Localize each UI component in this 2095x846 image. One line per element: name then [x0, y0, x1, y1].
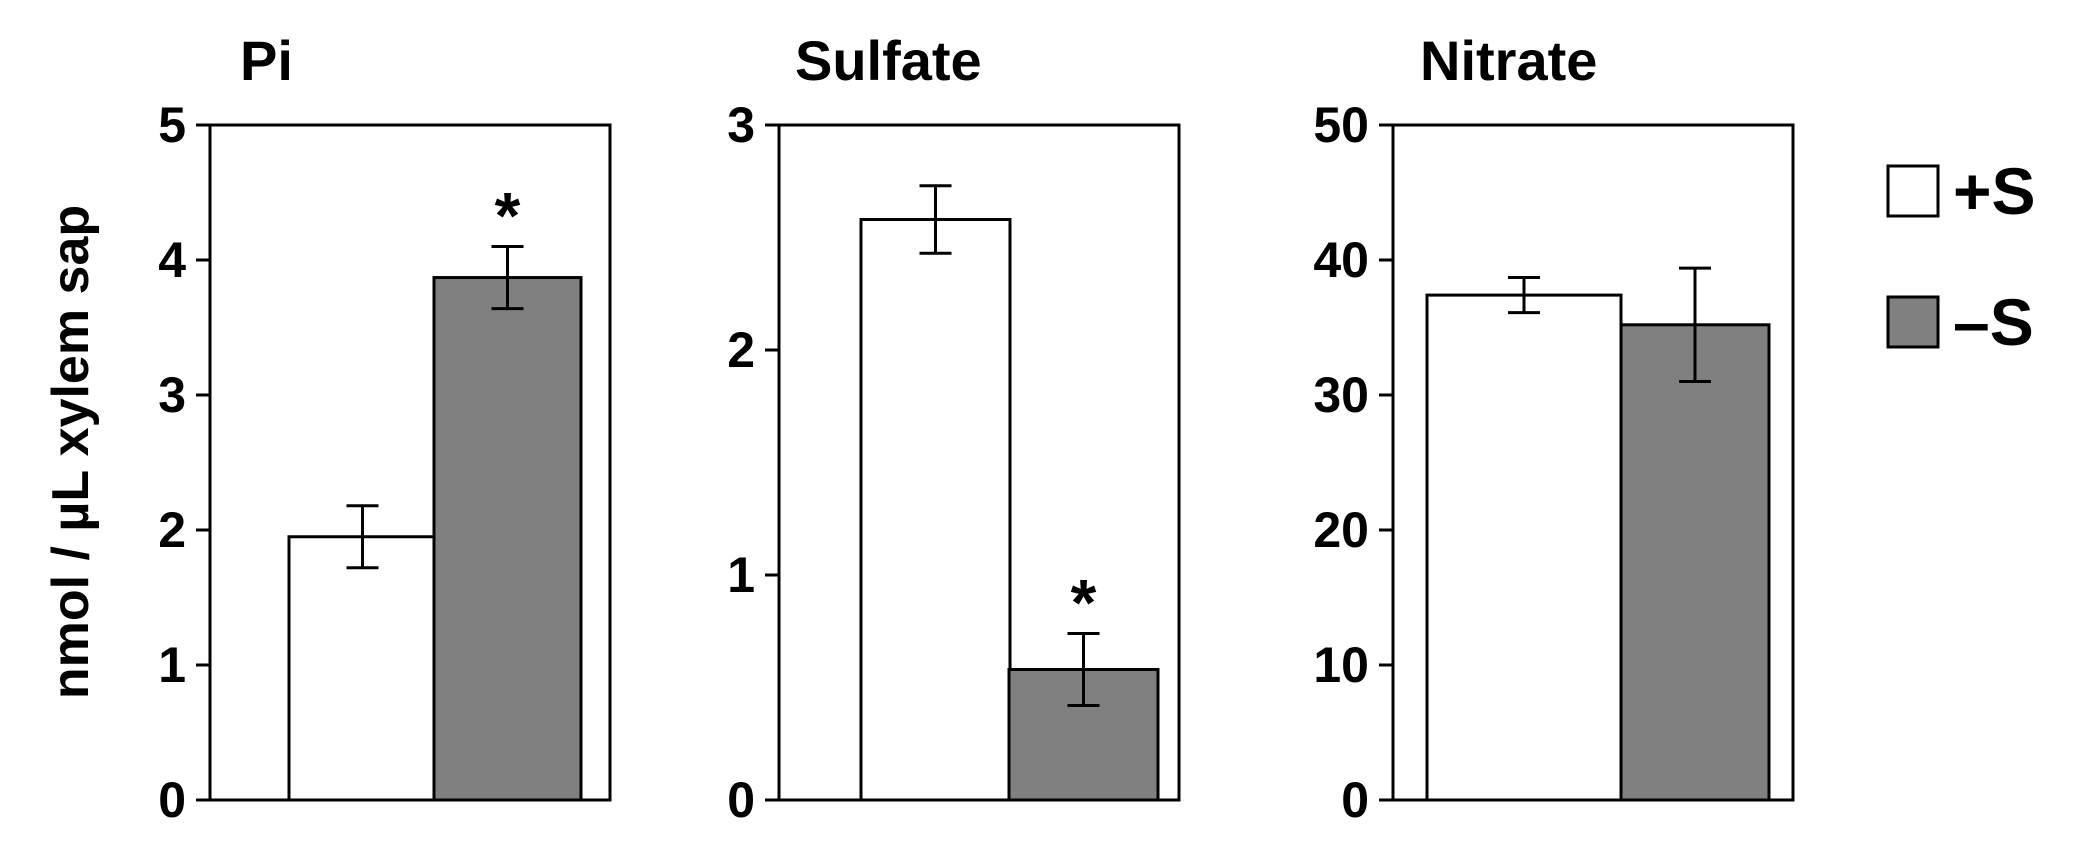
y-tick-label: 3 — [727, 97, 755, 153]
y-tick-label: 0 — [727, 772, 755, 828]
y-tick-label: 0 — [158, 772, 186, 828]
y-axis-label: nmol / µL xylem sap — [42, 205, 100, 699]
legend-label-plus-s: +S — [1953, 154, 2036, 228]
y-tick-label: 3 — [158, 367, 186, 423]
legend-item-minus-s: –S — [1886, 285, 2034, 359]
bar-minus-s — [1619, 323, 1771, 802]
y-tick-label: 20 — [1313, 502, 1369, 558]
legend-swatch-plus-s — [1886, 164, 1940, 218]
y-tick-label: 40 — [1313, 232, 1369, 288]
y-tick-label: 30 — [1313, 367, 1369, 423]
bar-plus-s — [287, 535, 438, 802]
legend: +S –S — [1886, 154, 2036, 359]
legend-label-minus-s: –S — [1953, 285, 2034, 359]
bar-minus-s — [432, 276, 583, 802]
legend-swatch-minus-s — [1886, 295, 1940, 349]
plot-frame — [208, 123, 612, 802]
y-tick-label: 0 — [1341, 772, 1369, 828]
significance-mark: * — [495, 179, 521, 253]
y-tick-label: 5 — [158, 97, 186, 153]
panel-title: Pi — [240, 29, 293, 92]
significance-mark: * — [1071, 566, 1097, 640]
bar-plus-s — [1425, 293, 1623, 802]
plot-frame — [1391, 123, 1795, 802]
y-tick-label: 50 — [1313, 97, 1369, 153]
panel-title: Sulfate — [795, 29, 982, 92]
bar-plus-s — [859, 218, 1012, 802]
y-tick-label: 2 — [727, 322, 755, 378]
legend-item-plus-s: +S — [1886, 154, 2036, 228]
y-tick-label: 1 — [158, 637, 186, 693]
y-tick-label: 10 — [1313, 637, 1369, 693]
y-tick-label: 4 — [158, 232, 186, 288]
panel-pi: Pi * 0 1 2 3 4 5 — [158, 29, 612, 828]
y-tick-label: 1 — [727, 547, 755, 603]
panel-title: Nitrate — [1420, 29, 1597, 92]
panel-nitrate: Nitrate 0 10 20 30 40 50 — [1313, 29, 1795, 828]
panels: Pi * 0 1 2 3 4 5 Sulfate * 0 1 2 3 Nitrate 0 10 20 30 40 50 — [158, 29, 1795, 828]
y-tick-label: 2 — [158, 502, 186, 558]
panel-sulfate: Sulfate * 0 1 2 3 — [727, 29, 1181, 828]
plot-frame — [777, 123, 1181, 802]
